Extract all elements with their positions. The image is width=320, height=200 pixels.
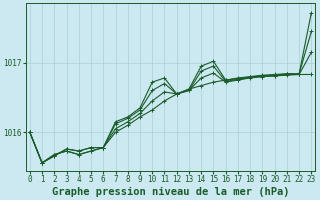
X-axis label: Graphe pression niveau de la mer (hPa): Graphe pression niveau de la mer (hPa) xyxy=(52,186,289,197)
